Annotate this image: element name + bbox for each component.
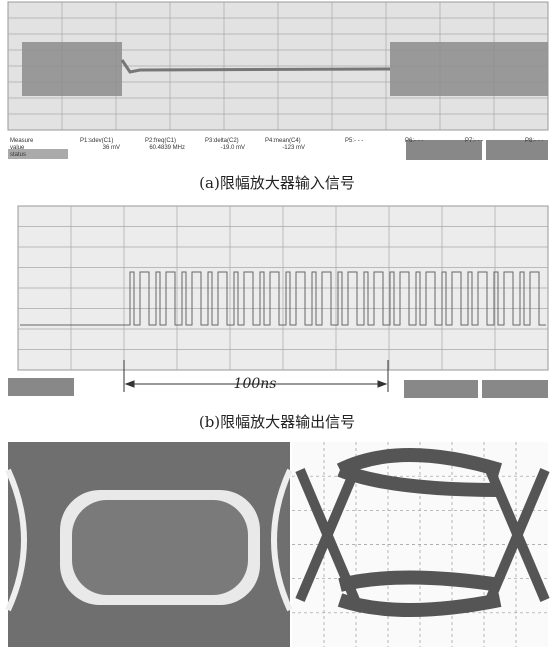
caption-a: (a)限幅放大器输入信号 xyxy=(199,174,355,192)
param-name: P7:- - - xyxy=(465,138,483,144)
time-span: 100ns xyxy=(234,376,277,392)
param-value: -123 mV xyxy=(282,145,305,151)
param-value: 60.4839 MHz xyxy=(149,145,185,151)
measure-label: value xyxy=(10,145,25,151)
scope-a xyxy=(8,2,548,130)
measure-label: Measure xyxy=(10,138,34,144)
figure: Measurevaluestatus P1:sdev(C1)36 mV P2:fre… xyxy=(0,0,554,647)
param-name: P3:delta(C2) xyxy=(205,138,239,144)
eye-left xyxy=(8,442,290,647)
scope-b xyxy=(8,206,548,398)
param-name: P1:sdev(C1) xyxy=(80,138,113,144)
param-name: P4:mean(C4) xyxy=(265,138,301,144)
param-name: P2:freq(C1) xyxy=(145,138,176,144)
param-name: P8:- - - xyxy=(525,138,543,144)
param-value: 36 mV xyxy=(103,145,120,151)
param-value: -19.0 mV xyxy=(221,145,245,151)
eye-right xyxy=(292,442,548,647)
param-name: P5:- - - xyxy=(345,138,363,144)
caption-b: (b)限幅放大器输出信号 xyxy=(199,413,355,431)
param-name: P6:- - - xyxy=(405,138,423,144)
measure-label: status xyxy=(10,152,26,158)
